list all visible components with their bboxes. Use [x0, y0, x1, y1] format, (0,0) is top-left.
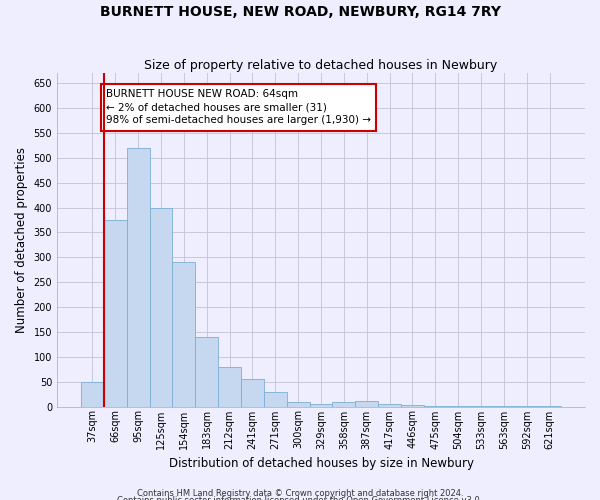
- Bar: [401, 405, 424, 406]
- Title: Size of property relative to detached houses in Newbury: Size of property relative to detached ho…: [145, 59, 497, 72]
- Bar: [310, 404, 332, 406]
- Bar: [241, 379, 264, 406]
- Bar: [81, 382, 104, 406]
- Text: Contains HM Land Registry data © Crown copyright and database right 2024.: Contains HM Land Registry data © Crown c…: [137, 488, 463, 498]
- Text: BURNETT HOUSE NEW ROAD: 64sqm
← 2% of detached houses are smaller (31)
98% of se: BURNETT HOUSE NEW ROAD: 64sqm ← 2% of de…: [106, 89, 371, 126]
- Bar: [149, 208, 172, 406]
- Bar: [287, 402, 310, 406]
- Bar: [332, 402, 355, 406]
- Text: Contains public sector information licensed under the Open Government Licence v3: Contains public sector information licen…: [118, 496, 482, 500]
- X-axis label: Distribution of detached houses by size in Newbury: Distribution of detached houses by size …: [169, 457, 473, 470]
- Y-axis label: Number of detached properties: Number of detached properties: [15, 147, 28, 333]
- Bar: [172, 262, 196, 406]
- Bar: [196, 337, 218, 406]
- Bar: [355, 400, 378, 406]
- Bar: [264, 392, 287, 406]
- Bar: [127, 148, 149, 406]
- Text: BURNETT HOUSE, NEW ROAD, NEWBURY, RG14 7RY: BURNETT HOUSE, NEW ROAD, NEWBURY, RG14 7…: [100, 5, 500, 19]
- Bar: [104, 220, 127, 406]
- Bar: [218, 366, 241, 406]
- Bar: [378, 404, 401, 406]
